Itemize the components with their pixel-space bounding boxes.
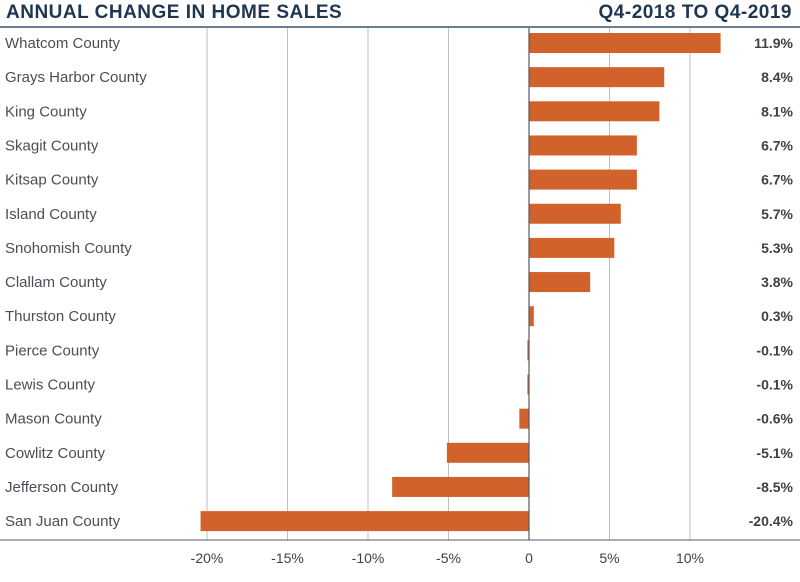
x-tick-label: 5% bbox=[599, 550, 619, 566]
value-label: 11.9% bbox=[754, 35, 793, 51]
x-tick-label: -20% bbox=[191, 550, 224, 566]
category-label: Pierce County bbox=[5, 342, 100, 359]
x-tick-label: 0 bbox=[525, 550, 533, 566]
x-tick-label: -5% bbox=[436, 550, 461, 566]
category-label: San Juan County bbox=[5, 513, 121, 530]
category-label: Grays Harbor County bbox=[5, 69, 147, 86]
value-label: 6.7% bbox=[761, 172, 793, 188]
grid-lines bbox=[206, 28, 691, 540]
category-label: Island County bbox=[5, 206, 97, 223]
bar bbox=[529, 203, 621, 224]
x-tick-label: 10% bbox=[676, 550, 704, 566]
bar bbox=[529, 101, 660, 122]
category-label: Thurston County bbox=[5, 308, 116, 325]
value-label: -20.4% bbox=[749, 513, 794, 529]
value-label: 0.3% bbox=[761, 308, 793, 324]
bar bbox=[529, 135, 637, 156]
header-rule bbox=[0, 26, 800, 28]
bar bbox=[529, 67, 665, 88]
value-label: -5.1% bbox=[756, 445, 793, 461]
bar bbox=[527, 374, 529, 395]
category-label: Whatcom County bbox=[5, 35, 121, 52]
category-labels: Whatcom County Grays Harbor County King Co… bbox=[5, 35, 147, 530]
bar bbox=[527, 340, 529, 361]
value-labels: 11.9% 8.4% 8.1% 6.7% 6.7% 5.7% 5.3% 3.8% 0.3% -0.… bbox=[749, 35, 794, 529]
category-label: King County bbox=[5, 103, 87, 120]
value-label: 5.7% bbox=[761, 206, 793, 222]
bar bbox=[529, 169, 637, 190]
bar bbox=[529, 272, 591, 293]
category-label: Lewis County bbox=[5, 377, 96, 394]
category-label: Skagit County bbox=[5, 137, 99, 154]
value-label: 3.8% bbox=[761, 274, 793, 290]
bar bbox=[519, 408, 529, 429]
category-label: Clallam County bbox=[5, 274, 107, 291]
category-label: Cowlitz County bbox=[5, 445, 106, 462]
category-label: Snohomish County bbox=[5, 240, 132, 257]
chart-title: ANNUAL CHANGE IN HOME SALES bbox=[6, 2, 343, 23]
value-label: -0.1% bbox=[756, 342, 793, 358]
value-label: -8.5% bbox=[756, 479, 793, 495]
bar bbox=[529, 237, 615, 258]
x-axis: -20% -15% -10% -5% 0 5% 10% bbox=[0, 28, 800, 566]
chart-period: Q4-2018 TO Q4-2019 bbox=[598, 2, 792, 23]
bar bbox=[200, 511, 529, 532]
category-label: Mason County bbox=[5, 411, 102, 428]
category-label: Kitsap County bbox=[5, 172, 99, 189]
value-label: 8.4% bbox=[761, 69, 793, 85]
bar bbox=[529, 306, 534, 327]
x-tick-label: -10% bbox=[352, 550, 385, 566]
value-label: 6.7% bbox=[761, 137, 793, 153]
bar bbox=[446, 442, 529, 463]
value-label: -0.6% bbox=[756, 411, 793, 427]
value-label: 5.3% bbox=[761, 240, 793, 256]
value-label: -0.1% bbox=[756, 377, 793, 393]
bar bbox=[529, 33, 721, 53]
category-label: Jefferson County bbox=[5, 479, 119, 496]
value-label: 8.1% bbox=[761, 103, 793, 119]
bar bbox=[392, 476, 529, 497]
bars bbox=[200, 33, 721, 532]
x-tick-label: -15% bbox=[271, 550, 304, 566]
